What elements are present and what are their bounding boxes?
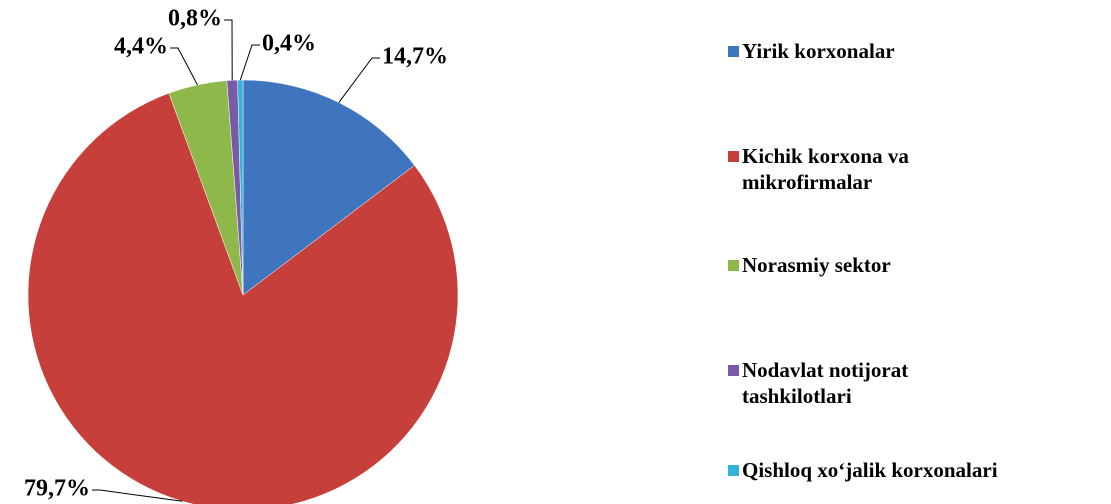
legend-swatch: [728, 260, 739, 271]
legend-label: Yirik korxonalar: [742, 39, 895, 63]
pie-slice: [27, 92, 459, 504]
pie-area: 14,7% 79,7% 4,4%0,8% 0,4%: [24, 6, 459, 504]
data-label: 4,4%: [114, 34, 168, 60]
data-label: 0,4%: [262, 31, 316, 57]
leader-line: [224, 19, 233, 81]
leader-line: [338, 57, 380, 103]
legend-swatch: [728, 46, 739, 57]
leader-line: [170, 47, 198, 86]
legend-swatch: [728, 151, 739, 162]
legend-entry: Kichik korxona va mikrofirmalar: [728, 143, 1108, 195]
legend-swatch: [728, 365, 739, 376]
legend-label: Qishloq xo‘jalik korxonalari: [742, 458, 998, 482]
legend-entry: Qishloq xo‘jalik korxonalari: [728, 457, 1108, 483]
legend-entry: Yirik korxonalar: [728, 38, 1108, 64]
legend-entry: Nodavlat notijorat tashkilotlari: [728, 357, 1108, 409]
leader-line: [92, 489, 183, 502]
data-label: 79,7%: [24, 476, 90, 502]
legend-entry: Norasmiy sektor: [728, 252, 1108, 278]
legend-label: Norasmiy sektor: [742, 253, 891, 277]
legend-label: Nodavlat notijorat tashkilotlari: [742, 358, 909, 408]
pie-slice: [242, 79, 415, 296]
legend-label: Kichik korxona va mikrofirmalar: [742, 144, 909, 194]
leader-line: [239, 44, 260, 81]
data-label: 0,8%: [168, 6, 222, 32]
legend-swatch: [728, 465, 739, 476]
data-label: 14,7%: [382, 44, 448, 70]
